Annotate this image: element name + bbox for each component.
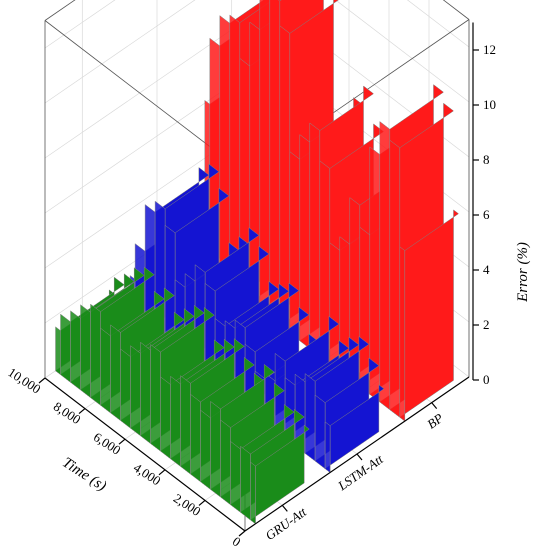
mark-face-gru-att-9 xyxy=(160,376,171,460)
series-layer xyxy=(55,0,459,525)
mark-face-gru-att-3 xyxy=(220,419,231,506)
mark-face-gru-att-10 xyxy=(150,343,161,452)
mark-face-gru-att-5 xyxy=(200,409,211,490)
mark-face-gru-att-4 xyxy=(210,400,221,498)
mark-face-gru-att-12 xyxy=(130,345,141,437)
mark-face-gru-att-18 xyxy=(70,310,81,391)
mark-face-gru-att-6 xyxy=(190,393,201,483)
mark-face-gru-att-15 xyxy=(100,327,111,414)
x-tick-1 xyxy=(198,499,206,506)
z-tick-label-4: 8 xyxy=(483,152,490,167)
mark-face-gru-att-17 xyxy=(80,304,91,399)
mark-face-bp-14 xyxy=(259,0,271,319)
mark-face-gru-att-14 xyxy=(110,324,121,422)
mark-face-bp-0 xyxy=(399,246,406,422)
mark-face-gru-att-7 xyxy=(180,375,191,475)
x-tick-3 xyxy=(118,438,126,445)
z-grid-line-5 xyxy=(44,0,470,104)
x-tick-label-5: 10,000 xyxy=(5,364,43,396)
mark-face-lstm-att-1 xyxy=(314,394,326,470)
x-axis-line xyxy=(44,377,246,532)
mark-face-gru-att-20 xyxy=(55,326,61,376)
mark-face-lstm-att-0 xyxy=(324,421,331,474)
mark-face-bp-1 xyxy=(389,139,401,418)
axis-layer xyxy=(38,22,479,537)
mark-face-bp-18 xyxy=(219,15,231,288)
x-tick-5 xyxy=(38,377,46,384)
mark-face-lstm-att-2 xyxy=(304,373,316,462)
mark-face-gru-att-19 xyxy=(60,313,71,383)
mark-face-gru-att-8 xyxy=(170,375,181,467)
z-axis-title: Error (%) xyxy=(515,242,531,303)
x-tick-label-0: 0 xyxy=(230,533,244,549)
mark-face-bp-4 xyxy=(359,226,371,395)
category-tick-2 xyxy=(431,402,438,410)
x-tick-0 xyxy=(238,530,246,537)
mark-face-bp-11 xyxy=(289,151,301,342)
x-tick-4 xyxy=(78,408,86,415)
z-tick-label-5: 10 xyxy=(483,97,496,112)
x-tick-label-1: 2,000 xyxy=(171,490,204,519)
category-tick-0 xyxy=(281,504,288,512)
mark-face-gru-att-2 xyxy=(230,440,241,513)
z-tick-label-1: 2 xyxy=(483,317,490,332)
mark-face-gru-att-13 xyxy=(120,348,131,429)
mark-face-gru-att-16 xyxy=(90,303,101,406)
mark-face-gru-att-0 xyxy=(250,461,256,525)
mark-face-bp-7 xyxy=(329,242,341,372)
mark-face-bp-9 xyxy=(309,122,321,357)
x-tick-label-4: 8,000 xyxy=(51,399,84,428)
x-tick-label-3: 6,000 xyxy=(91,429,124,458)
z-tick-label-2: 4 xyxy=(483,262,490,277)
x-axis-title: Time (s) xyxy=(59,455,109,495)
x-tick-2 xyxy=(158,469,166,476)
category-label-2: BP xyxy=(424,410,446,431)
z-tick-label-3: 6 xyxy=(483,207,490,222)
z-tick-label-0: 0 xyxy=(483,372,490,387)
mark-face-gru-att-11 xyxy=(140,341,151,445)
category-tick-1 xyxy=(356,453,363,461)
mark-face-bp-2 xyxy=(379,120,391,411)
x-tick-label-2: 4,000 xyxy=(131,460,164,489)
series-gru-att xyxy=(55,266,310,525)
mark-face-gru-att-1 xyxy=(240,445,251,521)
z-tick-label-6: 12 xyxy=(483,42,496,57)
mark-face-bp-13 xyxy=(269,0,281,327)
